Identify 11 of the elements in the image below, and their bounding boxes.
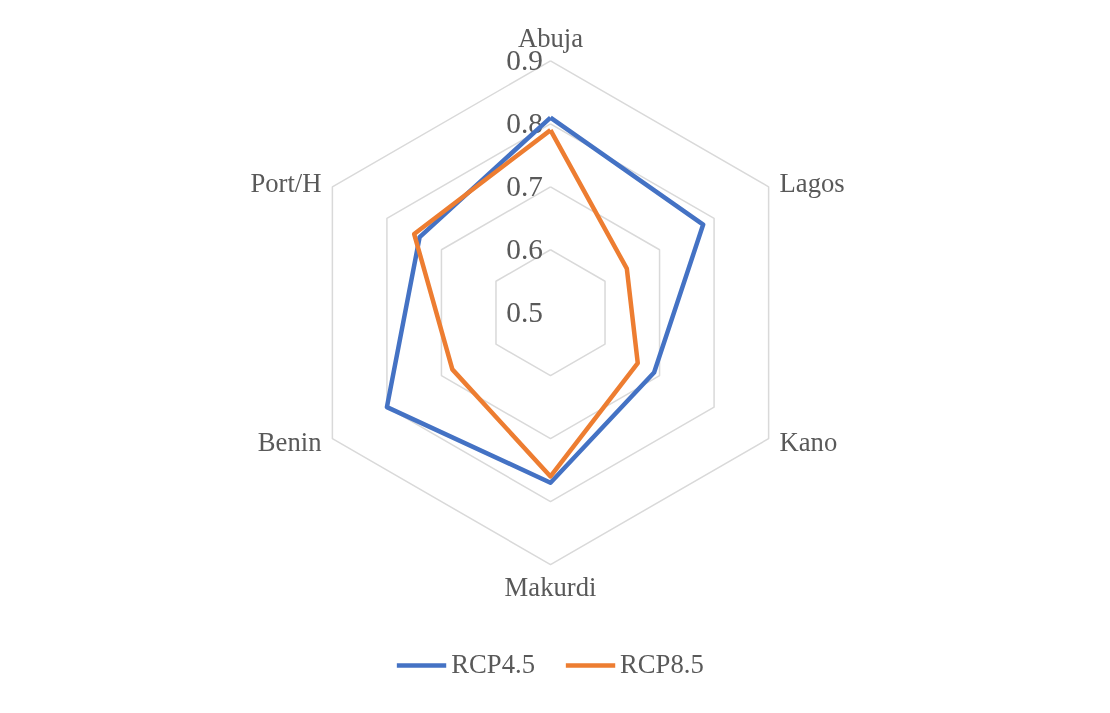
spoke-label: Kano bbox=[779, 427, 838, 458]
spoke-label: Port/H bbox=[250, 168, 322, 199]
y-tick-label: 0.5 bbox=[506, 296, 543, 329]
spoke-label: Abuja bbox=[517, 23, 584, 54]
spoke-label: Makurdi bbox=[504, 572, 597, 603]
legend-label: RCP8.5 bbox=[620, 649, 704, 680]
spoke-label: Benin bbox=[257, 427, 322, 458]
spoke-label: Lagos bbox=[779, 168, 845, 199]
y-tick-label: 0.7 bbox=[506, 170, 543, 203]
legend-label: RCP4.5 bbox=[451, 649, 535, 680]
y-tick-label: 0.6 bbox=[506, 233, 543, 266]
